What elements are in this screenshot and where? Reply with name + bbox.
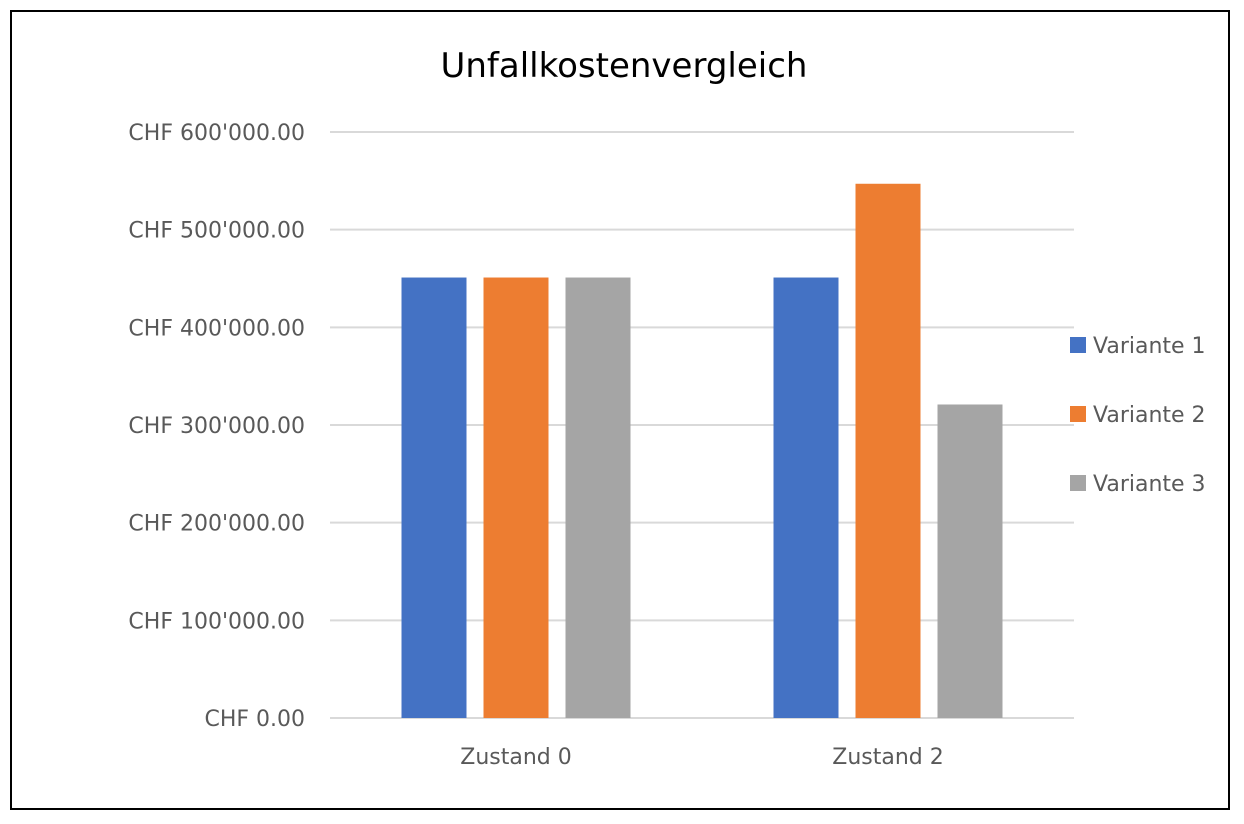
legend-swatch (1070, 406, 1086, 422)
y-tick-label: CHF 500'000.00 (128, 219, 305, 244)
y-tick-label: CHF 600'000.00 (128, 121, 305, 146)
y-tick-label: CHF 100'000.00 (128, 609, 305, 634)
y-tick-label: CHF 400'000.00 (128, 316, 305, 341)
bar-variante-1-zustand-0 (401, 277, 467, 718)
legend-swatch (1070, 475, 1086, 491)
legend-label: Variante 3 (1093, 472, 1206, 497)
bar-variante-3-zustand-0 (565, 277, 631, 718)
x-axis-categories: Zustand 0 Zustand 2 (460, 745, 943, 770)
y-axis-ticks: CHF 0.00 CHF 100'000.00 CHF 200'000.00 CHF … (128, 121, 305, 732)
y-tick-label: CHF 200'000.00 (128, 512, 305, 537)
bar-variante-2-zustand-0 (483, 277, 549, 718)
x-category-label: Zustand 0 (460, 745, 571, 770)
bar-chart: Unfallkostenvergleich CHF 0.00 CHF 100'00… (128, 46, 1206, 770)
legend-label: Variante 2 (1093, 403, 1206, 428)
y-tick-label: CHF 300'000.00 (128, 414, 305, 439)
chart-frame: Unfallkostenvergleich CHF 0.00 CHF 100'00… (10, 10, 1230, 810)
bars (401, 183, 1003, 719)
legend-swatch (1070, 337, 1086, 353)
chart-title: Unfallkostenvergleich (441, 46, 808, 86)
y-tick-label: CHF 0.00 (204, 707, 305, 732)
legend: Variante 1 Variante 2 Variante 3 (1070, 334, 1206, 497)
x-category-label: Zustand 2 (832, 745, 943, 770)
legend-label: Variante 1 (1093, 334, 1206, 359)
bar-variante-2-zustand-2 (855, 183, 921, 719)
bar-variante-1-zustand-2 (773, 277, 839, 718)
bar-variante-3-zustand-2 (937, 404, 1003, 718)
